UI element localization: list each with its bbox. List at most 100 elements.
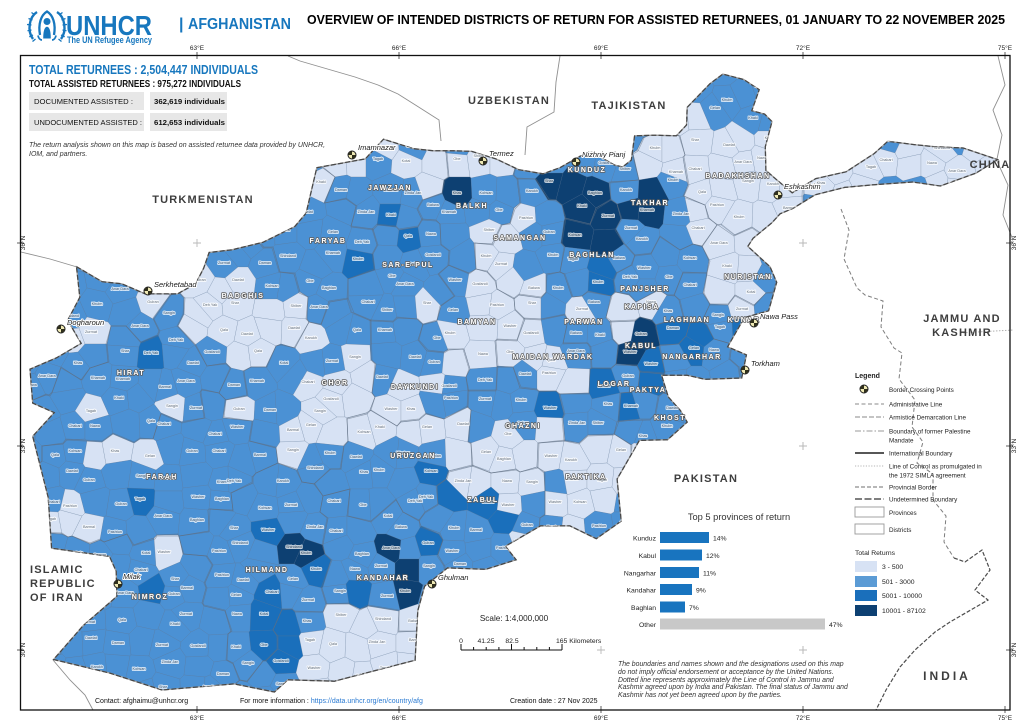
svg-text:Nawa: Nawa: [646, 300, 657, 304]
svg-text:Deh Yak: Deh Yak: [144, 351, 158, 355]
svg-text:Sangin: Sangin: [242, 661, 254, 665]
svg-text:Khulm: Khulm: [325, 451, 336, 455]
svg-text:Shindand: Shindand: [375, 617, 391, 621]
svg-text:Sangin: Sangin: [526, 480, 538, 484]
svg-text:501 - 3000: 501 - 3000: [882, 579, 915, 586]
svg-text:Chakari: Chakari: [68, 424, 81, 428]
svg-text:Gelan: Gelan: [231, 593, 241, 597]
svg-text:Zurmat: Zurmat: [156, 643, 169, 647]
svg-text:Baghlan: Baghlan: [497, 457, 511, 461]
svg-text:International Boundary: International Boundary: [889, 451, 953, 458]
svg-text:Gulran: Gulran: [147, 300, 158, 304]
svg-text:Sangin: Sangin: [166, 404, 178, 408]
svg-text:612,653 individuals: 612,653 individuals: [154, 118, 225, 127]
svg-text:Dogharoun: Dogharoun: [67, 318, 104, 327]
svg-text:Baghlan: Baghlan: [588, 191, 602, 195]
svg-text:KHOST: KHOST: [654, 415, 686, 422]
svg-text:66°E: 66°E: [392, 44, 407, 52]
svg-text:Top 5 provinces of return: Top 5 provinces of return: [688, 512, 790, 522]
svg-text:FARYAB: FARYAB: [310, 238, 347, 245]
svg-text:Chakari: Chakari: [329, 529, 342, 533]
svg-text:Kohsan: Kohsan: [569, 233, 582, 237]
svg-text:Gosfandi: Gosfandi: [472, 282, 487, 286]
svg-text:Kashmir has not yet been agree: Kashmir has not yet been agreed upon by …: [618, 692, 782, 699]
svg-text:Daman: Daman: [112, 641, 124, 645]
svg-text:Dotted line represents approxi: Dotted line represents approximately the…: [618, 677, 835, 684]
svg-text:Khulm: Khulm: [353, 257, 364, 261]
svg-text:Gosfandi: Gosfandi: [425, 253, 440, 257]
svg-text:Dawlat: Dawlat: [350, 455, 363, 459]
svg-text:Deh Yak: Deh Yak: [169, 338, 183, 342]
svg-text:Gulran: Gulran: [186, 449, 197, 453]
svg-text:For more information : https:/: For more information : https://data.unhc…: [240, 698, 423, 705]
svg-text:Zinda Jan: Zinda Jan: [358, 210, 375, 214]
svg-text:Zurmat: Zurmat: [625, 226, 638, 230]
svg-text:Other: Other: [639, 622, 657, 629]
svg-text:Daman: Daman: [454, 562, 466, 566]
svg-text:PAKTIKA: PAKTIKA: [565, 474, 606, 481]
svg-text:41.25: 41.25: [477, 638, 494, 645]
svg-text:Qala: Qala: [147, 419, 156, 423]
svg-text:Khaki: Khaki: [231, 645, 241, 649]
svg-text:Khas: Khas: [604, 402, 613, 406]
svg-text:KASHMIR: KASHMIR: [932, 327, 992, 339]
svg-text:Dawlat: Dawlat: [237, 578, 250, 582]
svg-text:Zurmat: Zurmat: [381, 594, 394, 598]
svg-text:Shar: Shar: [171, 577, 180, 581]
svg-text:Armistice Demarcation Line: Armistice Demarcation Line: [889, 415, 966, 422]
svg-text:Zurmat: Zurmat: [302, 598, 315, 602]
svg-text:33°N: 33°N: [1010, 438, 1018, 453]
svg-text:Dawlat: Dawlat: [187, 361, 200, 365]
svg-text:Nangarhar: Nangarhar: [624, 571, 657, 578]
svg-text:Bakwa: Bakwa: [613, 256, 625, 260]
svg-text:Pashtun: Pashtun: [592, 524, 606, 528]
svg-text:Gulran: Gulran: [194, 278, 205, 282]
svg-text:Imamnazar: Imamnazar: [358, 143, 396, 152]
svg-text:Shar: Shar: [159, 685, 168, 689]
svg-text:Washer: Washer: [645, 362, 659, 366]
svg-text:9%: 9%: [696, 588, 706, 595]
svg-text:Pashtun: Pashtun: [63, 504, 77, 508]
svg-text:7%: 7%: [689, 605, 699, 612]
svg-text:Khulm: Khulm: [301, 551, 312, 555]
svg-text:Deh Yak: Deh Yak: [227, 479, 241, 483]
svg-text:Gulran: Gulran: [115, 502, 126, 506]
svg-text:Khaki: Khaki: [170, 622, 180, 626]
svg-text:Qala: Qala: [698, 190, 707, 194]
svg-text:DOCUMENTED ASSISTED :: DOCUMENTED ASSISTED :: [34, 97, 133, 106]
svg-text:Barmal: Barmal: [783, 206, 795, 210]
svg-text:FARAH: FARAH: [146, 474, 178, 481]
svg-text:Shindand: Shindand: [280, 254, 296, 258]
svg-text:30°N: 30°N: [19, 642, 27, 657]
svg-text:Khulm: Khulm: [650, 146, 661, 150]
svg-text:Washer: Washer: [446, 549, 460, 553]
svg-text:Tagab: Tagab: [305, 638, 315, 642]
svg-text:Khas: Khas: [407, 407, 416, 411]
svg-text:Zurmat: Zurmat: [180, 612, 193, 616]
svg-text:Anar Dara: Anar Dara: [131, 324, 149, 328]
svg-text:IOM, and partners.: IOM, and partners.: [29, 151, 87, 158]
svg-text:Khaki: Khaki: [386, 213, 396, 217]
svg-text:72°E: 72°E: [796, 714, 811, 722]
svg-text:SAMANGAN: SAMANGAN: [493, 235, 546, 242]
svg-text:Kotal: Kotal: [260, 612, 269, 616]
svg-text:Washer: Washer: [544, 406, 558, 410]
svg-text:Shiber: Shiber: [593, 421, 605, 425]
svg-text:30°N: 30°N: [1010, 642, 1018, 657]
svg-text:Obe: Obe: [388, 274, 395, 278]
svg-text:Qala: Qala: [51, 453, 60, 457]
svg-text:Karukh: Karukh: [305, 336, 317, 340]
svg-text:Daman: Daman: [667, 326, 679, 330]
svg-text:Ghulman: Ghulman: [438, 573, 468, 582]
svg-text:Gosfandi: Gosfandi: [204, 350, 219, 354]
svg-text:Obe: Obe: [260, 643, 267, 647]
svg-text:Chakari: Chakari: [758, 275, 771, 279]
svg-text:63°E: 63°E: [190, 44, 205, 52]
svg-text:Dawlat: Dawlat: [85, 636, 98, 640]
svg-text:INDIA: INDIA: [923, 669, 971, 683]
svg-text:Zurmat: Zurmat: [326, 359, 339, 363]
svg-text:Deh Yak: Deh Yak: [355, 240, 369, 244]
svg-text:Bakwa: Bakwa: [528, 286, 540, 290]
svg-text:Shindand: Shindand: [286, 545, 302, 549]
svg-text:Obe: Obe: [495, 208, 502, 212]
